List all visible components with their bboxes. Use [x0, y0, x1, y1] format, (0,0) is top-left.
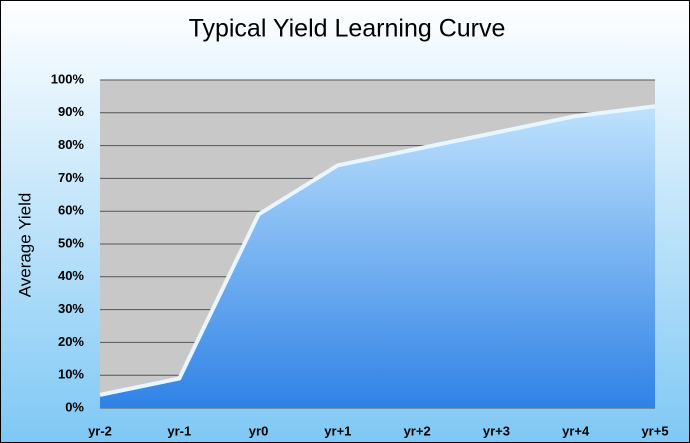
- y-tick-label: 0%: [65, 399, 84, 414]
- y-tick-label: 50%: [58, 235, 84, 250]
- y-tick-label: 40%: [58, 268, 84, 283]
- y-tick-label: 30%: [58, 301, 84, 316]
- x-tick-label: yr-1: [167, 423, 191, 438]
- y-tick-label: 70%: [58, 170, 84, 185]
- y-tick-label: 60%: [58, 203, 84, 218]
- x-tick-label: yr+1: [324, 423, 351, 438]
- area: [100, 106, 655, 409]
- x-tick-label: yr0: [249, 423, 269, 438]
- x-tick-label: yr+5: [641, 423, 668, 438]
- y-tick-label: 80%: [58, 137, 84, 152]
- y-tick-label: 20%: [58, 334, 84, 349]
- y-tick-label: 90%: [58, 104, 84, 119]
- area-edge: [99, 104, 656, 397]
- chart-title: Typical Yield Learning Curve: [189, 15, 506, 43]
- x-tick-label: yr+2: [404, 423, 431, 438]
- x-tick-label: yr+4: [562, 423, 590, 438]
- y-tick-label: 10%: [58, 367, 84, 382]
- x-tick-label: yr+3: [483, 423, 510, 438]
- y-axis-label: Average Yield: [15, 193, 34, 298]
- y-tick-label: 100%: [51, 71, 85, 86]
- x-tick-label: yr-2: [88, 423, 112, 438]
